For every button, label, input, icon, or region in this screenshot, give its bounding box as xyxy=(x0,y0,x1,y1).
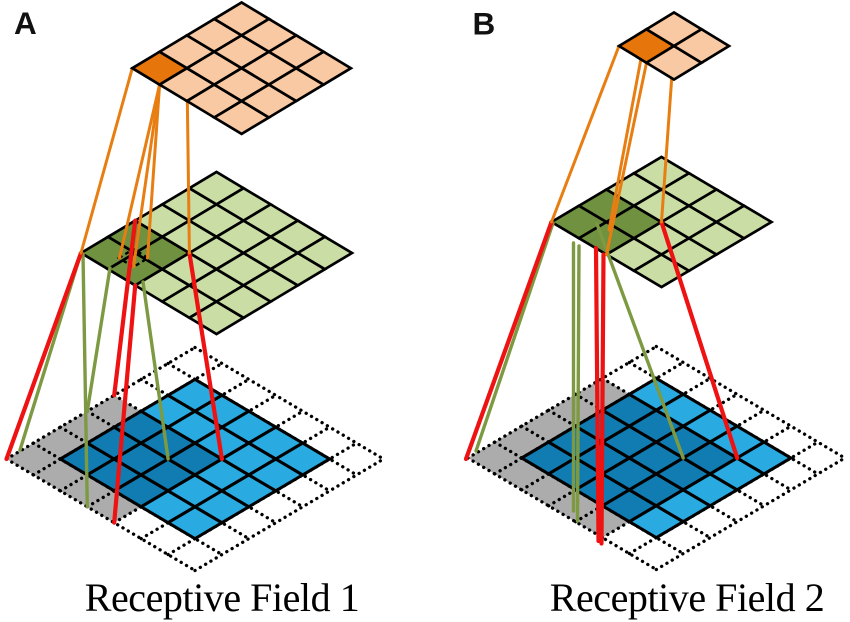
svg-text:B: B xyxy=(473,6,496,42)
svg-text:A: A xyxy=(14,5,37,41)
svg-text:Receptive Field 1: Receptive Field 1 xyxy=(85,575,360,620)
svg-text:Receptive Field 2: Receptive Field 2 xyxy=(550,575,825,620)
